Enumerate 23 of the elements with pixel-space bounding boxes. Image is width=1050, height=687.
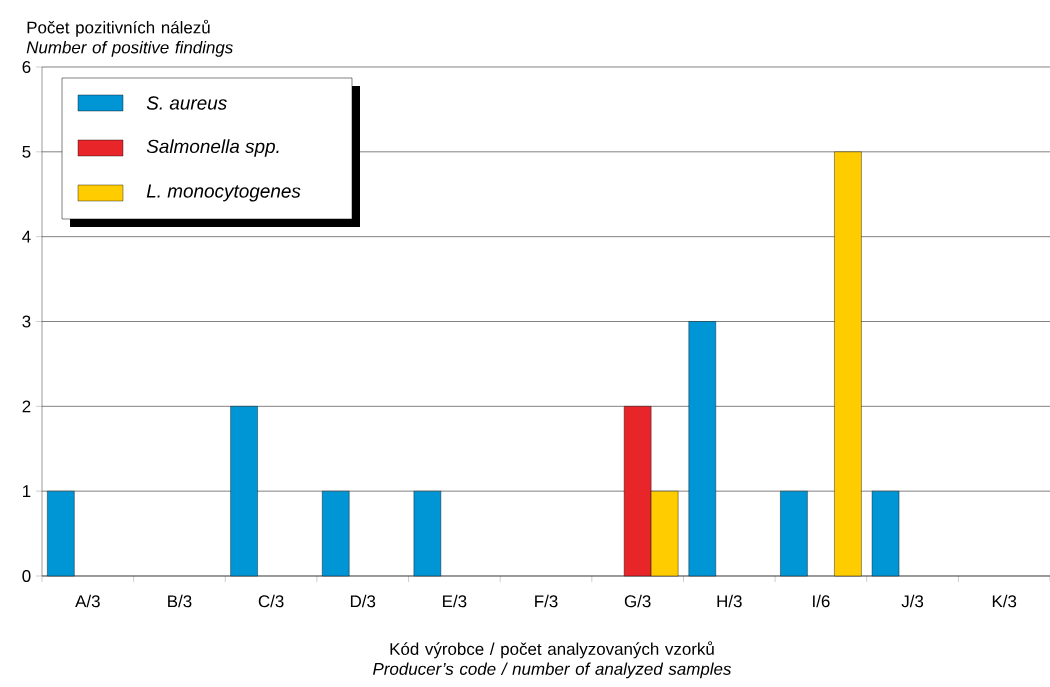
legend-label: L. monocytogenes (146, 184, 301, 202)
x-tick-label: B/3 (168, 594, 192, 608)
y-tick-label: 2 (22, 400, 31, 413)
y-tick-label: 0 (22, 569, 31, 582)
legend-label: S. aureus (146, 96, 227, 110)
y-tick-label: 1 (23, 485, 31, 497)
x-axis-title: Kód výrobce / počet analyzovaných vzorků Producer’s code / number of analyzed samples (373, 641, 732, 679)
x-tick-label: F/3 (535, 594, 558, 608)
y-tick-label: 3 (22, 315, 31, 328)
x-tick-label: A/3 (75, 594, 100, 608)
legend-label: Salmonella spp. (146, 139, 279, 157)
x-tick-label: E/3 (443, 594, 467, 608)
x-tick-label: K/3 (992, 594, 1017, 608)
y-axis-title: Počet pozitivních nálezů Number of positive findings (26, 19, 233, 57)
x-tick-label: D/3 (350, 594, 376, 608)
x-tick-label: J/3 (901, 594, 924, 608)
x-tick-label: G/3 (624, 594, 651, 608)
x-tick-label: H/3 (717, 594, 742, 608)
y-tick-label: 4 (22, 230, 31, 243)
x-tick-label: I/6 (813, 594, 830, 608)
y-tick-label: 6 (22, 61, 31, 73)
x-tick-label: C/3 (258, 594, 284, 608)
y-tick-label: 5 (22, 145, 31, 158)
